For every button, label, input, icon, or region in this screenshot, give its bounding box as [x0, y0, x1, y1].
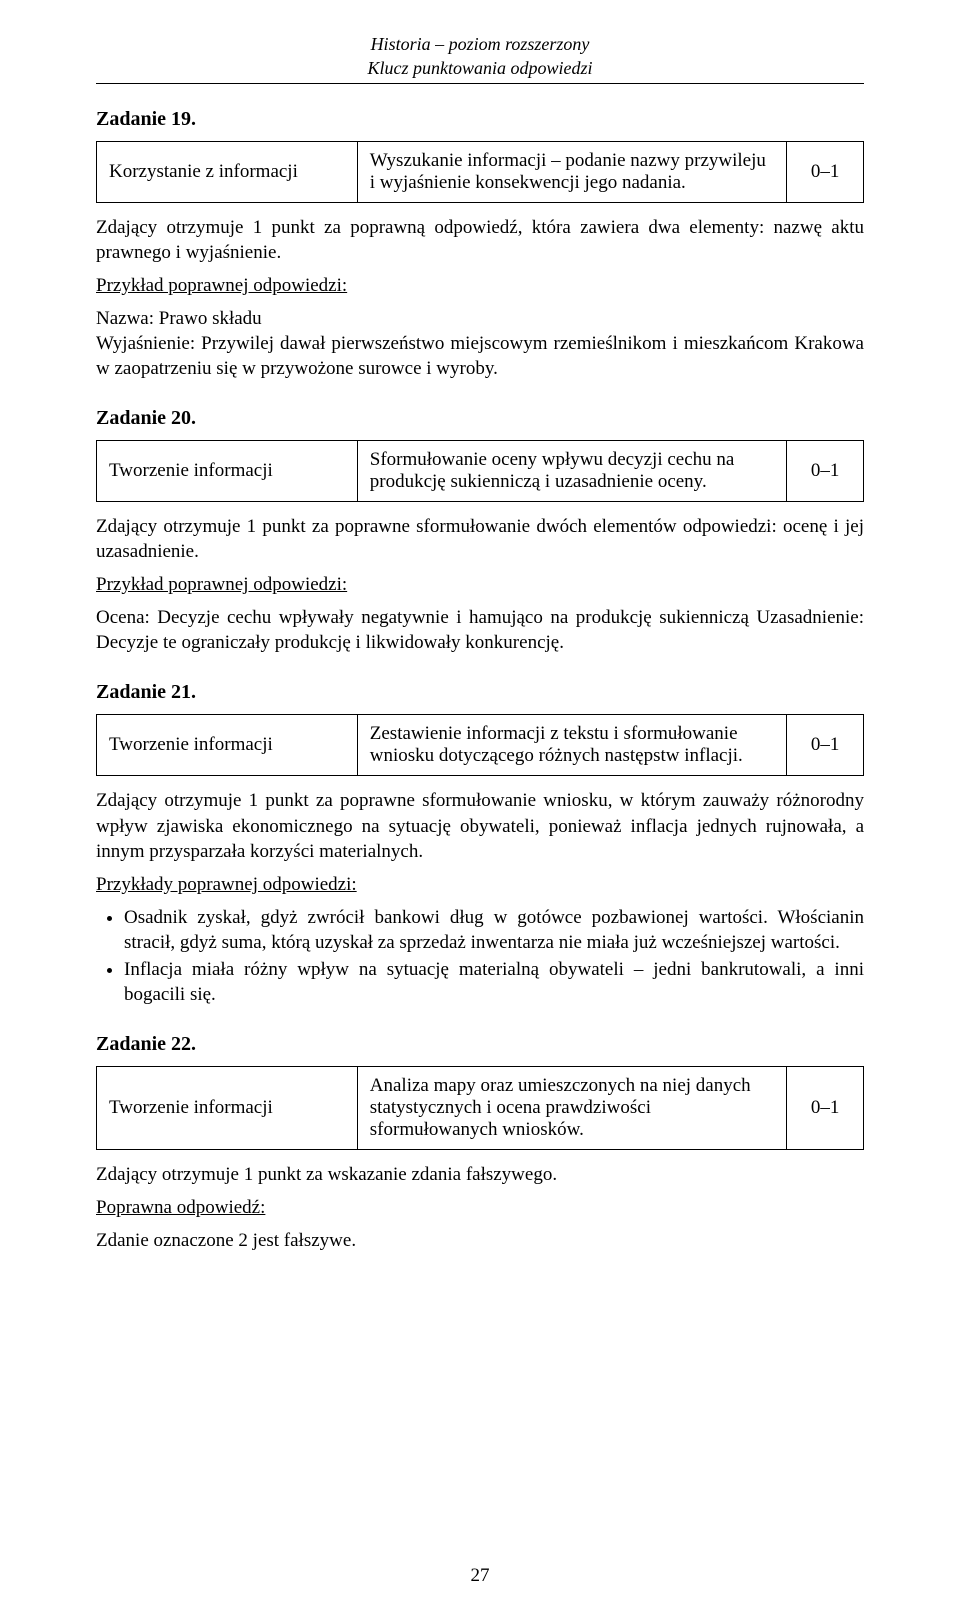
task-20-left: Tworzenie informacji [97, 441, 358, 502]
task-22-table: Tworzenie informacji Analiza mapy oraz u… [96, 1066, 864, 1150]
table-row: Tworzenie informacji Sformułowanie oceny… [97, 441, 864, 502]
task-19-heading: Zadanie 19. [96, 108, 864, 131]
task-22-para-2: Zdanie oznaczone 2 jest fałszywe. [96, 1228, 864, 1253]
task-20-score: 0–1 [787, 441, 864, 502]
task-22-heading: Zadanie 22. [96, 1033, 864, 1056]
task-20-table: Tworzenie informacji Sformułowanie oceny… [96, 440, 864, 502]
task-21-left: Tworzenie informacji [97, 715, 358, 776]
task-22-correct-label: Poprawna odpowiedź: [96, 1195, 864, 1220]
header-line-1: Historia – poziom rozszerzony [96, 32, 864, 56]
page-number: 27 [0, 1565, 960, 1587]
task-22-score: 0–1 [787, 1067, 864, 1150]
task-21-example-label: Przykłady poprawnej odpowiedzi: [96, 872, 864, 897]
task-21-table: Tworzenie informacji Zestawienie informa… [96, 714, 864, 776]
task-20-mid: Sformułowanie oceny wpływu decyzji cechu… [357, 441, 787, 502]
task-22-left: Tworzenie informacji [97, 1067, 358, 1150]
document-page: Historia – poziom rozszerzony Klucz punk… [0, 0, 960, 1611]
task-19-score: 0–1 [787, 141, 864, 202]
task-19-table: Korzystanie z informacji Wyszukanie info… [96, 141, 864, 203]
task-19-para-2: Nazwa: Prawo składu [96, 306, 864, 331]
task-22-para-1: Zdający otrzymuje 1 punkt za wskazanie z… [96, 1162, 864, 1187]
task-21-mid: Zestawienie informacji z tekstu i sformu… [357, 715, 787, 776]
page-header: Historia – poziom rozszerzony Klucz punk… [96, 32, 864, 81]
task-19-mid: Wyszukanie informacji – podanie nazwy pr… [357, 141, 787, 202]
task-19-left: Korzystanie z informacji [97, 141, 358, 202]
header-line-2: Klucz punktowania odpowiedzi [96, 56, 864, 80]
task-21-para-1: Zdający otrzymuje 1 punkt za poprawne sf… [96, 788, 864, 863]
task-21-heading: Zadanie 21. [96, 681, 864, 704]
task-21-score: 0–1 [787, 715, 864, 776]
task-21-bullets: Osadnik zyskał, gdyż zwrócił bankowi dłu… [96, 905, 864, 1007]
table-row: Tworzenie informacji Analiza mapy oraz u… [97, 1067, 864, 1150]
task-19-example-label: Przykład poprawnej odpowiedzi: [96, 273, 864, 298]
task-20-para-1: Zdający otrzymuje 1 punkt za poprawne sf… [96, 514, 864, 564]
list-item: Osadnik zyskał, gdyż zwrócił bankowi dłu… [124, 905, 864, 955]
task-20-example-label: Przykład poprawnej odpowiedzi: [96, 572, 864, 597]
task-20-para-2: Ocena: Decyzje cechu wpływały negatywnie… [96, 605, 864, 655]
task-20-heading: Zadanie 20. [96, 407, 864, 430]
header-rule [96, 83, 864, 84]
task-19-para-1: Zdający otrzymuje 1 punkt za poprawną od… [96, 215, 864, 265]
task-22-mid: Analiza mapy oraz umieszczonych na niej … [357, 1067, 787, 1150]
table-row: Korzystanie z informacji Wyszukanie info… [97, 141, 864, 202]
table-row: Tworzenie informacji Zestawienie informa… [97, 715, 864, 776]
task-19-para-3: Wyjaśnienie: Przywilej dawał pierwszeńst… [96, 331, 864, 381]
list-item: Inflacja miała różny wpływ na sytuację m… [124, 957, 864, 1007]
